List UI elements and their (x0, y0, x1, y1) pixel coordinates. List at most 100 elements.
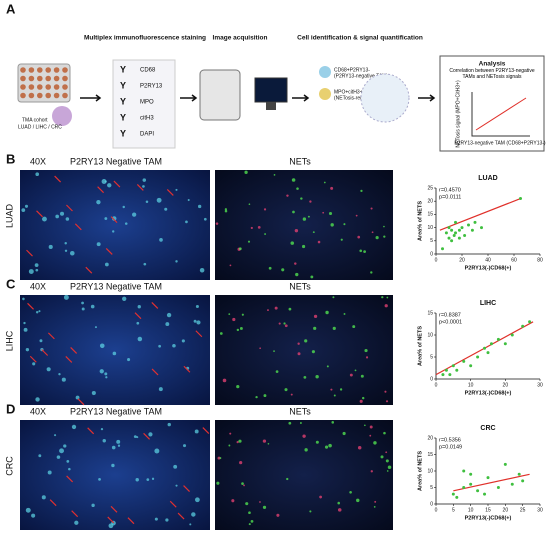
well (53, 84, 60, 90)
net-signal (281, 268, 285, 272)
net-signal (222, 378, 227, 383)
net-signal (384, 304, 388, 308)
cell (98, 478, 101, 481)
net-signal (250, 226, 253, 230)
cell (81, 307, 85, 311)
point (480, 226, 483, 230)
well (62, 84, 68, 90)
net-signal (342, 431, 346, 436)
cell (182, 444, 187, 448)
net-signal (354, 369, 357, 372)
net-signal (267, 442, 270, 445)
net-signal (300, 197, 303, 200)
point (457, 228, 461, 232)
net-signal (360, 374, 364, 378)
net-signal (229, 264, 232, 267)
pointer-arrow (127, 517, 135, 525)
pointer-arrow (195, 330, 203, 338)
point (441, 373, 445, 377)
net-signal (241, 482, 244, 485)
well (62, 67, 68, 73)
annotation: r=0.5356 (439, 437, 461, 443)
net-signal (303, 376, 307, 379)
cell (172, 343, 176, 348)
cell (158, 344, 162, 348)
cell (104, 217, 108, 220)
net-signal (333, 394, 336, 397)
annotation: p=0.0111 (439, 194, 461, 200)
analysis-text: Correlation between P2RY13-negative TAMs… (449, 68, 535, 80)
net-signal (313, 326, 317, 330)
pointer-arrow (107, 516, 115, 524)
monitor-stand (266, 102, 276, 110)
arrow (180, 94, 198, 102)
well (28, 92, 35, 99)
net-signal (330, 388, 333, 391)
annotation: p=0.0149 (439, 444, 462, 450)
net-signal (267, 309, 269, 312)
net-signal (343, 223, 346, 226)
cell (194, 429, 199, 434)
point (496, 337, 500, 341)
cell (100, 427, 104, 431)
net-signal (362, 396, 365, 400)
analysis-box (439, 55, 545, 152)
point (447, 226, 451, 230)
point (470, 228, 474, 232)
cell (35, 397, 40, 402)
cell (187, 198, 190, 202)
point (483, 346, 487, 350)
point (467, 223, 470, 227)
net-signal (288, 307, 292, 311)
well (62, 75, 68, 82)
cell (136, 321, 140, 325)
tma-plate (17, 63, 71, 103)
x-tick-label: 20 (503, 382, 509, 388)
annotation: p<0.0001 (439, 319, 462, 325)
net-signal (290, 393, 293, 396)
net-signal (340, 238, 343, 241)
y-tick-label: 5 (430, 238, 433, 244)
cell (41, 495, 46, 500)
point (457, 236, 461, 240)
net-signal (278, 322, 281, 325)
micrograph (215, 295, 393, 405)
net-signal (315, 374, 319, 379)
y-tick-label: 10 (427, 468, 433, 474)
cell (64, 241, 67, 245)
arrow (418, 94, 436, 102)
cell (63, 444, 67, 448)
pointer-arrow (110, 505, 118, 513)
y-tick-label: 15 (427, 310, 433, 316)
point (455, 368, 459, 372)
net-signal (275, 370, 279, 373)
cell (143, 262, 147, 266)
micrograph (20, 170, 210, 280)
net-signal (219, 457, 222, 459)
x-axis-label: P2RY13(-)CD68(+) (465, 515, 512, 521)
pointer-arrow (85, 266, 93, 274)
net-signal (359, 249, 363, 253)
cell (112, 351, 117, 356)
point (441, 247, 444, 251)
net-signal (387, 465, 392, 470)
net-signal (328, 211, 333, 216)
cell (65, 217, 70, 221)
net-signal (331, 421, 335, 424)
cell (185, 220, 188, 224)
net-signal (364, 424, 366, 427)
well (28, 67, 35, 73)
marker-symbol: Y (120, 112, 126, 122)
well (53, 67, 60, 73)
x-tick-label: 20 (459, 257, 465, 263)
panel-letter: A (6, 1, 16, 16)
net-signal (365, 356, 369, 359)
net-signal (343, 313, 346, 315)
net-signal (307, 215, 310, 218)
net-signal (232, 317, 236, 322)
point (448, 373, 452, 377)
net-signal (273, 350, 275, 352)
well (45, 75, 51, 82)
pointer-arrow (151, 302, 159, 309)
net-signal (328, 443, 332, 448)
